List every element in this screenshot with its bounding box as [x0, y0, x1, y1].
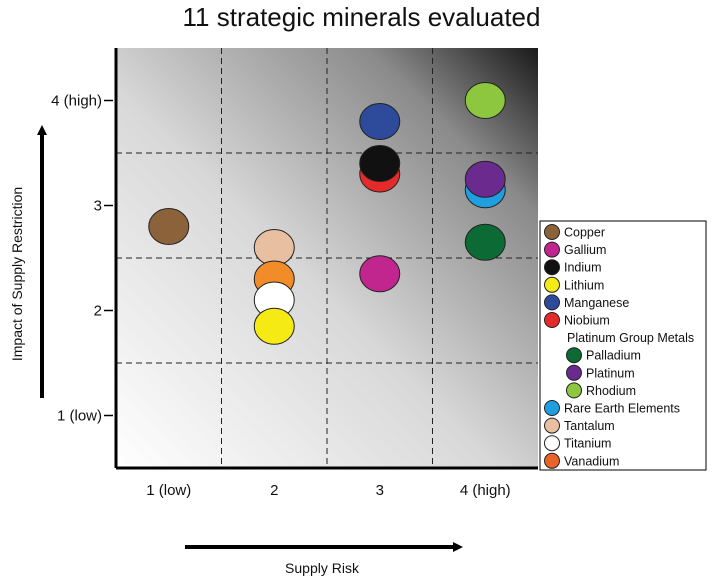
legend-label-tantalum: Tantalum	[564, 419, 615, 433]
legend-swatch-vanadium	[544, 452, 560, 469]
legend-label-rhodium: Rhodium	[586, 384, 636, 398]
legend-label-titanium: Titanium	[564, 437, 611, 451]
legend-swatch-lithium	[544, 276, 560, 293]
legend-swatch-titanium	[544, 435, 560, 452]
legend-label-rare-earth-elements: Rare Earth Elements	[564, 402, 680, 416]
y-axis-title: Impact of Supply Restriction	[9, 187, 25, 361]
legend-swatch-rare-earth-elements	[544, 400, 560, 416]
legend-swatch-tantalum	[544, 417, 560, 434]
point-lithium	[253, 307, 295, 345]
x-axis-title: Supply Risk	[285, 560, 360, 576]
legend: Copper Gallium Indium Lithium Manganese Niobi…	[539, 220, 707, 471]
legend-swatch-niobium	[544, 312, 560, 328]
point-rhodium	[464, 82, 506, 119]
legend-label-gallium: Gallium	[564, 243, 606, 257]
y-tick-label: 3	[94, 198, 102, 215]
legend-label-copper: Copper	[564, 226, 605, 240]
y-tick-label: 1 (low)	[57, 408, 102, 425]
x-tick-label: 4 (high)	[460, 482, 511, 499]
legend-label-lithium: Lithium	[564, 278, 604, 292]
x-tick-label: 2	[270, 482, 278, 499]
x-tick-label: 3	[376, 482, 384, 499]
x-axis-ticks: 1 (low) 2 3 4 (high)	[146, 482, 510, 499]
legend-swatch-copper	[544, 224, 560, 240]
legend-label-palladium: Palladium	[586, 349, 641, 363]
legend-label-vanadium: Vanadium	[564, 454, 619, 468]
legend-label-indium: Indium	[564, 261, 602, 275]
legend-label-manganese: Manganese	[564, 296, 629, 310]
point-platinum	[464, 160, 506, 198]
legend-swatch-palladium	[566, 347, 582, 364]
legend-swatch-platinum	[566, 364, 582, 381]
legend-label-platinum: Platinum	[586, 366, 635, 380]
y-tick-label: 4 (high)	[51, 93, 102, 110]
point-manganese	[359, 103, 401, 140]
legend-swatch-manganese	[544, 294, 560, 311]
point-tantalum	[253, 229, 295, 266]
y-axis-ticks: 1 (low) 2 3 4 (high)	[51, 93, 113, 425]
point-indium	[359, 145, 401, 182]
point-palladium	[464, 223, 506, 261]
y-tick-label: 2	[94, 303, 102, 320]
legend-label-niobium: Niobium	[564, 314, 610, 328]
legend-label-platinum-group-metals: Platinum Group Metals	[567, 331, 694, 345]
legend-swatch-rhodium	[566, 382, 582, 399]
x-tick-label: 1 (low)	[146, 482, 191, 499]
point-copper	[148, 208, 190, 245]
point-gallium	[359, 255, 401, 293]
data-points	[148, 82, 506, 345]
legend-swatch-indium	[544, 259, 560, 276]
grid-lines	[116, 48, 538, 468]
legend-box	[539, 220, 707, 471]
chart-title: 11 strategic minerals evaluated	[182, 2, 541, 32]
legend-swatch-gallium	[544, 241, 560, 258]
